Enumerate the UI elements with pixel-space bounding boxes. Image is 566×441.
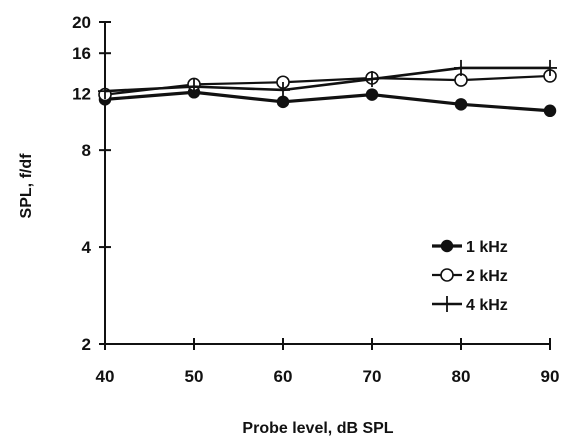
series-line <box>104 90 551 113</box>
legend-label: 2 kHz <box>466 268 508 285</box>
data-point <box>543 59 557 76</box>
x-tick-label: 70 <box>363 367 382 386</box>
data-point <box>187 78 201 95</box>
y-tick-label: 16 <box>72 44 91 63</box>
data-point <box>365 88 379 101</box>
legend-label: 1 kHz <box>466 239 508 256</box>
y-tick-label: 8 <box>82 141 91 160</box>
x-tick-label: 40 <box>96 367 115 386</box>
data-point <box>543 104 557 118</box>
series-3 <box>98 59 557 100</box>
x-tick-label: 80 <box>452 367 471 386</box>
data-point <box>365 71 379 88</box>
y-axis-ticks: 2 4 8 12 16 20 <box>72 13 111 354</box>
legend-label: 4 kHz <box>466 297 508 314</box>
y-tick-label: 20 <box>72 13 91 32</box>
legend-item: 1 kHz <box>432 239 508 256</box>
legend-item: 2 kHz <box>432 268 508 285</box>
x-axis-ticks: 40 50 60 70 80 90 <box>96 338 560 386</box>
chart-axes <box>104 22 550 345</box>
series-line <box>104 66 550 93</box>
data-point <box>98 83 112 100</box>
data-point <box>440 268 454 282</box>
series-1 <box>98 86 557 118</box>
chart-series <box>98 59 557 118</box>
x-axis-title: Probe level, dB SPL <box>242 420 393 437</box>
y-tick-label: 2 <box>82 335 91 354</box>
x-tick-label: 60 <box>274 367 293 386</box>
legend: 1 kHz 2 kHz 4 kHz <box>432 239 508 314</box>
x-tick-label: 90 <box>541 367 560 386</box>
data-point <box>440 239 454 253</box>
y-tick-label: 4 <box>82 238 92 257</box>
data-point <box>454 98 468 111</box>
x-tick-label: 50 <box>185 367 204 386</box>
data-point <box>454 59 468 76</box>
y-tick-label: 12 <box>72 84 91 103</box>
data-point <box>440 296 454 312</box>
y-axis-title: SPL, f/df <box>18 153 35 219</box>
legend-item: 4 kHz <box>432 296 508 314</box>
data-point <box>276 81 290 98</box>
data-point <box>276 95 290 109</box>
